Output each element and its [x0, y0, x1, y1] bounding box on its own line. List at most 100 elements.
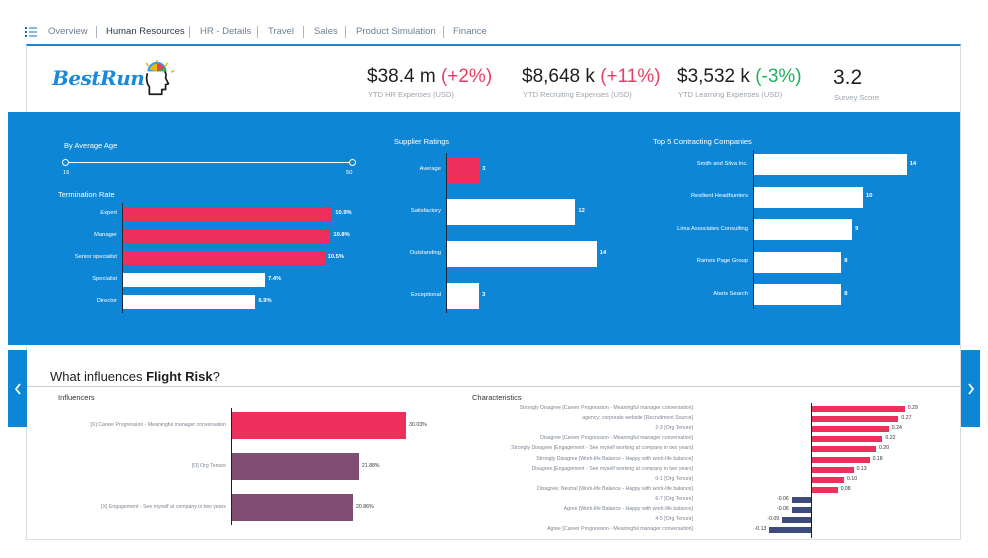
bar [812, 456, 870, 463]
bar [123, 229, 331, 243]
category-label: 6-7 [Org Tenure] [655, 495, 693, 502]
bar [447, 157, 480, 183]
kpi-value: $38.4 m [367, 66, 436, 87]
slider-max-label: 50 [346, 170, 353, 176]
bar [812, 416, 899, 423]
value-label: 8 [844, 290, 848, 297]
kpi-label: YTD Recruiting Expenses (USD) [523, 90, 632, 99]
bar [782, 517, 811, 524]
slider-min-label: 16 [63, 170, 70, 176]
value-label: 20.86% [355, 503, 374, 510]
tab-human-resources[interactable]: Human Resources [106, 26, 185, 37]
value-label: 3 [482, 292, 486, 298]
value-label: 12 [578, 208, 585, 214]
bar [812, 436, 883, 443]
category-label: Disagree [Career Progression - Meaningfu… [540, 435, 693, 442]
chart-axis [231, 408, 232, 525]
tab-finance[interactable]: Finance [453, 26, 487, 37]
kpi-label: YTD HR Expenses (USD) [368, 90, 454, 99]
kpi-delta: (+2%) [440, 66, 493, 87]
value-label: 0.24 [891, 425, 902, 432]
category-label: Agree [Work-life Balance - Happy with wo… [563, 506, 693, 512]
tab-product-simulation[interactable]: Product Simulation [356, 26, 436, 37]
bar [754, 186, 863, 208]
slider-handle-min[interactable] [62, 159, 69, 166]
tab-overview[interactable]: Overview [48, 26, 88, 37]
bar [754, 154, 907, 175]
value-label: 0.18 [872, 455, 883, 462]
value-label: 30.03% [409, 421, 427, 428]
value-label: 0.08 [840, 485, 851, 492]
value-label: 10.9% [335, 210, 352, 216]
bar [791, 496, 811, 503]
category-label: Senior specialist [74, 254, 117, 260]
bar [123, 207, 333, 221]
age-range-slider[interactable] [62, 158, 356, 168]
bar [754, 284, 842, 305]
category-label: Strongly Disagree [Work-life Balance - H… [536, 455, 693, 462]
prev-page-button[interactable] [8, 350, 27, 427]
value-label: 10 [866, 193, 873, 199]
value-label: 10.8% [333, 232, 350, 238]
tab-travel[interactable]: Travel [268, 26, 295, 37]
bar [754, 251, 842, 273]
supplier-title: Supplier Ratings [394, 137, 450, 146]
category-label: Outstanding [409, 250, 441, 256]
value-label: 9 [855, 225, 859, 232]
value-label: 0.29 [907, 405, 918, 411]
value-label: -0.06 [776, 495, 789, 502]
value-label: 0.20 [879, 445, 890, 452]
head-gear-icon [145, 59, 175, 96]
bar [754, 219, 853, 240]
influencers-title: Influencers [58, 393, 95, 402]
bar [812, 486, 838, 493]
value-label: 3 [482, 166, 486, 172]
tab-bar: Overview Human Resources HR - Details Tr… [0, 0, 988, 44]
bar [812, 406, 905, 412]
title-prefix: What influences [50, 369, 147, 384]
chart-axis [122, 203, 123, 313]
kpi-delta: (-3%) [755, 66, 802, 87]
category-label: Strongly Disagree [Engagement - See myse… [511, 445, 693, 452]
category-label: [O] Org Tenure [191, 462, 226, 469]
bar [812, 476, 844, 483]
tab-sales[interactable]: Sales [314, 26, 338, 37]
bar [812, 466, 854, 473]
value-label: 8 [844, 258, 848, 264]
category-label: Specialist [92, 276, 117, 282]
bar [232, 453, 359, 480]
bar [232, 412, 407, 439]
category-label: Disagree; Neutral [Work-life Balance - H… [537, 485, 693, 492]
category-label: Strongly Disagree [Career Progression - … [519, 405, 693, 411]
category-label: 2-3 [Org Tenure] [655, 425, 693, 432]
category-label: Manager [94, 232, 117, 238]
kpi-value: $3,532 k [677, 66, 750, 87]
chevron-right-icon [967, 382, 974, 395]
chart-axis [811, 403, 812, 539]
kpi-label: YTD Learning Expenses (USD) [678, 90, 783, 99]
title-suffix: ? [212, 369, 220, 384]
slider-handle-max[interactable] [349, 159, 356, 166]
age-filter-title: By Average Age [64, 141, 118, 150]
tab-hr-details[interactable]: HR - Details [200, 26, 252, 37]
next-page-button[interactable] [961, 350, 980, 427]
chart-axis [446, 153, 447, 313]
category-label: Disagree [Engagement - See myself workin… [531, 465, 693, 472]
value-label: 6.9% [258, 298, 272, 304]
category-label: Director [96, 298, 117, 304]
bestrun-logo: BestRun [52, 59, 182, 102]
value-label: 14 [599, 250, 607, 256]
list-menu-icon[interactable] [24, 25, 38, 39]
value-label: 0.10 [847, 475, 858, 482]
value-label: 10.5% [327, 254, 345, 260]
category-label: [X] Career Progression - Meaningful mana… [90, 421, 226, 428]
bar [447, 199, 576, 225]
category-label: Ataris Search [713, 290, 748, 297]
bar [123, 273, 266, 287]
category-label: Agree [Career Progression - Meaningful m… [547, 526, 693, 533]
chart-axis [753, 150, 754, 309]
category-label: 4-5 [Org Tenure] [655, 516, 693, 523]
bar [812, 446, 876, 453]
category-label: agency; corporate website [Recruitment S… [582, 415, 693, 422]
